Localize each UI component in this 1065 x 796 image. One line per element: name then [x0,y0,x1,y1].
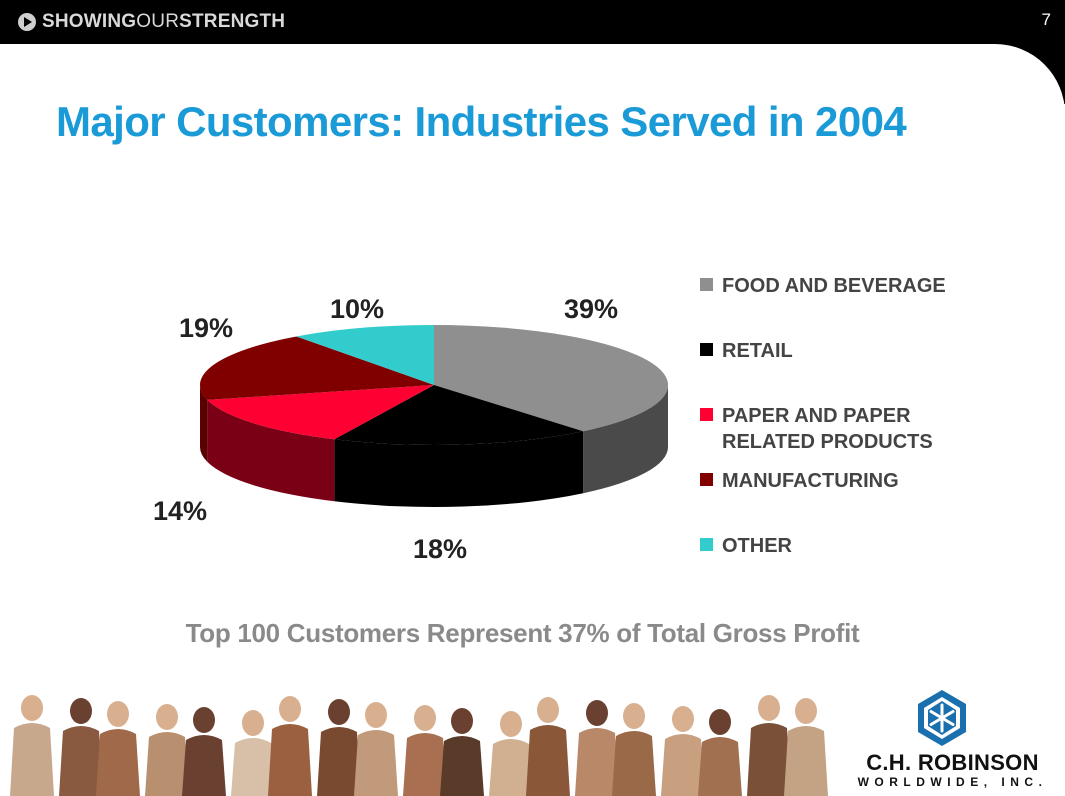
header-bar: SHOWING OUR STRENGTH 7 [0,0,1065,44]
person-figure [231,710,275,796]
legend-label: OTHER [722,535,792,557]
pie-slice-side-food-beverage [583,385,668,494]
legend-label: MANUFACTURING [722,470,899,492]
person-figure [747,695,791,796]
data-label-food-beverage: 39% [564,294,618,324]
pie-slice-side-paper [207,399,335,502]
person-figure [575,700,619,796]
snowflake-logo-icon [918,690,966,746]
person-figure [59,698,103,796]
legend-item-paper: PAPER AND PAPER RELATED PRODUCTS [700,403,952,455]
person-figure [661,706,705,796]
pie-slice-paper [207,385,434,440]
legend-swatch [700,408,713,421]
legend-item-food-beverage: FOOD AND BEVERAGE [700,273,946,299]
person-figure [612,703,656,796]
brand-text-bold-2: STRENGTH [179,11,286,32]
pie-slice-side-manufacturing [200,385,208,462]
pie-slice-other [296,325,434,385]
pie-slice-manufacturing [200,336,434,400]
page-number: 7 [1041,10,1051,29]
person-figure [354,702,398,796]
data-label-paper: 14% [153,496,207,526]
legend-swatch [700,278,713,291]
data-label-retail: 18% [413,534,467,564]
data-label-manufacturing: 19% [179,313,233,343]
person-figure [403,705,447,796]
person-figure [317,699,361,796]
data-label-other: 10% [330,294,384,324]
pie-slice-food-beverage [434,325,669,432]
legend-item-retail: RETAIL [700,338,793,364]
pie-slice-retail [334,385,584,445]
legend-label: FOOD AND BEVERAGE [722,275,946,297]
person-figure [440,708,484,796]
legend-label: PAPER AND PAPER RELATED PRODUCTS [722,405,933,453]
pie-slice-side-retail [334,431,584,507]
company-subtitle: WORLDWIDE, INC. [857,775,1048,789]
person-figure [698,709,742,796]
legend-swatch [700,473,713,486]
legend-swatch [700,538,713,551]
person-figure [182,707,226,796]
person-figure [784,698,828,796]
brand-text-thin: OUR [136,11,180,32]
play-icon [18,13,36,31]
person-figure [96,701,140,796]
brand-text-bold: SHOWING [42,11,137,32]
chart-caption: Top 100 Customers Represent 37% of Total… [185,618,860,648]
person-figure [145,704,189,796]
legend-item-other: OTHER [700,533,792,559]
company-name: C.H. ROBINSON [866,750,1039,775]
people-photo [10,695,828,796]
brand-logo: SHOWING OUR STRENGTH [18,9,285,35]
person-figure [10,695,54,796]
legend-swatch [700,343,713,356]
person-figure [268,696,312,796]
legend-item-manufacturing: MANUFACTURING [700,468,899,494]
header-curve [995,44,1065,104]
person-figure [526,697,570,796]
person-figure [489,711,533,796]
page-title: Major Customers: Industries Served in 20… [56,98,907,145]
legend-label: RETAIL [722,340,793,362]
